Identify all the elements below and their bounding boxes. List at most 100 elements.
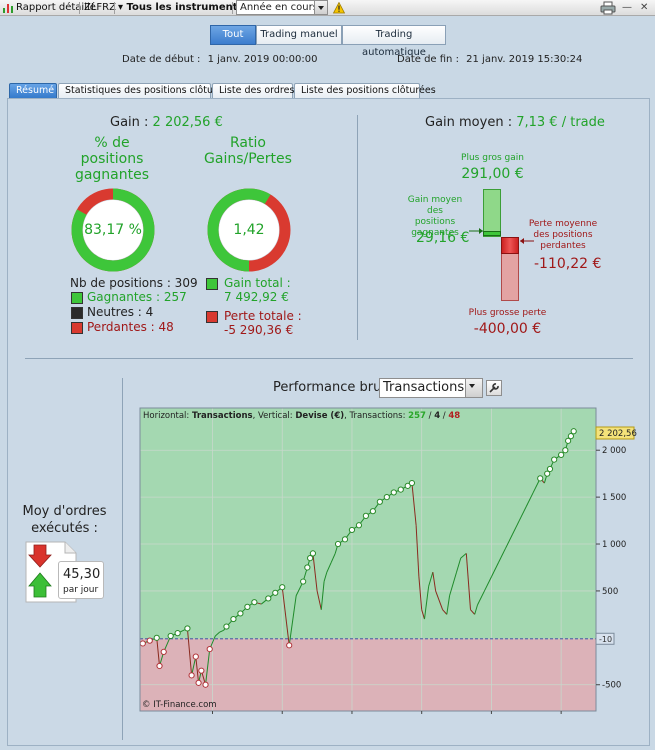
perte-totale-label: Perte totale :: [224, 309, 302, 323]
trade-point: [397, 486, 404, 493]
instruments-label: Tous les instruments: [126, 2, 244, 13]
tab-stats[interactable]: Statistiques des positions clôturées: [58, 83, 233, 98]
period-select[interactable]: Année en cours: [236, 0, 328, 15]
trade-point: [570, 428, 577, 435]
gain-mean-marker: [483, 231, 501, 236]
trade-point: [307, 554, 314, 562]
pm-line3: perdantes: [540, 241, 586, 251]
orders-title-line2: exécutés :: [31, 521, 98, 536]
trade-point: [167, 632, 174, 640]
equity-segment: [435, 590, 444, 610]
y-tick-label: -500: [602, 681, 621, 691]
trade-point: [146, 637, 153, 644]
equity-segment: [483, 576, 492, 592]
mode-auto-button[interactable]: Trading automatique: [342, 25, 446, 58]
perte-totale-square: [206, 311, 218, 323]
pct-title-line1: % de: [94, 135, 130, 151]
ratio-title-line1: Ratio: [230, 135, 266, 151]
performance-select[interactable]: Transactions: [379, 378, 483, 398]
trade-point: [562, 447, 569, 454]
minimize-icon[interactable]: —: [622, 2, 632, 13]
y-tick-label: 1 000: [602, 540, 626, 550]
trade-point: [202, 681, 209, 688]
equity-segment: [214, 631, 220, 637]
trade-point: [156, 662, 163, 670]
performance-select-value: Transactions: [383, 380, 465, 395]
equity-segment: [418, 576, 423, 610]
pct-donut: [71, 188, 155, 272]
equity-segment: [186, 628, 193, 676]
plus-grosse-perte-label: Plus grosse perte: [468, 308, 547, 318]
trade-point: [408, 479, 416, 487]
trade-point: [265, 595, 272, 602]
pct-value: 83,17 %: [84, 222, 142, 238]
trade-point: [546, 465, 554, 473]
equity-segment: [421, 609, 425, 620]
equity-segment: [477, 590, 485, 606]
start-date-label: Date de début :: [122, 54, 201, 65]
neutres-label: Neutres : 4: [87, 305, 154, 319]
gain-moyen-line: Gain moyen : 7,13 € / trade: [425, 115, 605, 130]
performance-title: Performance brute: [273, 380, 395, 395]
close-icon[interactable]: ✕: [640, 2, 649, 13]
warning-icon[interactable]: [333, 2, 345, 14]
ratio-donut-fill: [207, 188, 291, 272]
plus-gros-gain-value: 291,00 €: [461, 166, 524, 182]
last-value-text: 2 202,56: [599, 429, 637, 439]
trade-point: [279, 584, 286, 591]
chevron-down-icon[interactable]: [314, 1, 327, 14]
gain-label: Gain :: [110, 115, 149, 130]
equity-segment: [191, 656, 197, 676]
legend-red-square: [71, 322, 83, 334]
mode-manual-button[interactable]: Trading manuel: [256, 25, 342, 45]
equity-segment: [428, 572, 434, 587]
loss-area: [140, 638, 596, 711]
trade-point: [304, 564, 311, 571]
equity-segment: [219, 629, 224, 633]
perte-moyenne-label: Perte moyenne des positions perdantes: [527, 219, 599, 252]
equity-segment: [460, 553, 467, 559]
trade-point: [383, 494, 390, 501]
ratio-title-line2: Gains/Pertes: [204, 151, 292, 167]
zero-tag-text: -10: [599, 635, 612, 644]
gmp-line2: positions: [414, 217, 456, 227]
performance-chart: -500 500 1 000 1 500 2 000 50100150200250300…: [139, 407, 637, 714]
nb-positions: Nb de positions : 309: [70, 276, 198, 290]
equity-segment: [497, 548, 506, 564]
orders-value-box: 45,30 par jour: [58, 561, 104, 599]
pct-donut-fill: [71, 188, 155, 272]
equity-segment: [432, 572, 437, 591]
gain-range-bar: [483, 189, 501, 237]
settings-wrench-button[interactable]: [486, 380, 502, 396]
plus-gros-gain-label: Plus gros gain: [461, 153, 524, 163]
gmp-line1: Gain moyen des: [407, 195, 463, 216]
perdantes-label: Perdantes : 48: [87, 320, 174, 334]
equity-segment: [474, 604, 478, 615]
end-date-label: Date de fin :: [397, 54, 459, 65]
trade-point: [348, 526, 356, 534]
zero-tag: -10: [595, 632, 615, 645]
equity-segment: [415, 525, 420, 577]
equity-segment: [205, 649, 211, 685]
y-tick-label: 1 500: [602, 493, 626, 503]
tab-resume[interactable]: Résumé: [9, 83, 57, 98]
trade-point: [300, 578, 307, 585]
trade-point: [153, 634, 160, 641]
instruments-dropdown[interactable]: ▾ Tous les instruments: [118, 2, 244, 13]
report-label[interactable]: Rapport détaillé: [16, 2, 96, 13]
gain-moyen-value: 7,13 € / trade: [516, 115, 605, 130]
ticker-label[interactable]: ZLFRZ: [84, 2, 116, 13]
arrow-up-icon: [28, 572, 52, 598]
mode-all-button[interactable]: Tout: [210, 25, 256, 45]
equity-segment: [504, 534, 513, 549]
ratio-donut: [207, 188, 291, 272]
tab-orders[interactable]: Liste des ordres: [212, 83, 294, 98]
chevron-down-icon[interactable]: [465, 379, 482, 397]
trade-point: [206, 645, 213, 653]
equity-segment: [465, 553, 471, 610]
perte-totale-value: -5 290,36 €: [224, 323, 294, 337]
print-icon[interactable]: [600, 1, 616, 15]
tab-closed-positions[interactable]: Liste des positions clôturées: [294, 83, 436, 98]
trade-point: [341, 536, 349, 543]
equity-segment: [456, 557, 462, 573]
